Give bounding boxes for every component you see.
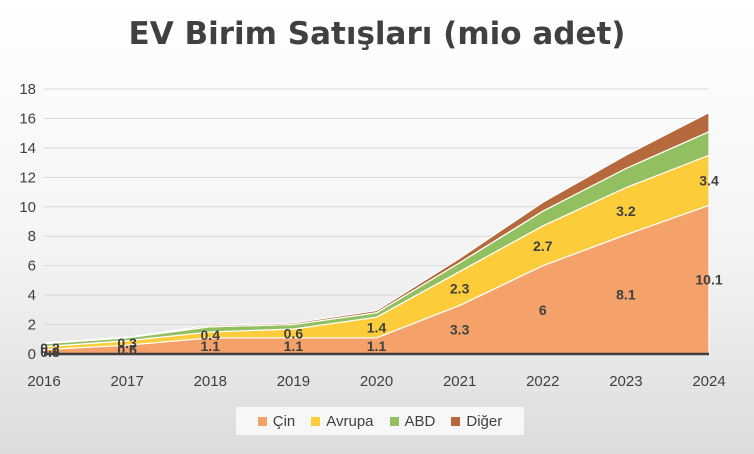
x-tick-label: 2016 [27, 373, 60, 390]
data-label: 0.4 [201, 327, 221, 343]
legend-item: ABD [389, 412, 436, 430]
data-label: 3.4 [699, 172, 719, 188]
legend-label: Diğer [466, 412, 503, 430]
chart-title: EV Birim Satışları (mio adet) [128, 16, 626, 52]
legend-item: Avrupa [311, 412, 374, 430]
data-label: 2.3 [450, 280, 470, 296]
y-tick-label: 4 [28, 287, 36, 304]
x-tick-label: 2020 [360, 373, 393, 390]
y-tick-label: 6 [28, 258, 36, 275]
legend: Çin Avrupa ABD Diğer [236, 407, 524, 435]
legend-label: Çin [272, 412, 296, 430]
data-label: 6 [539, 302, 547, 318]
data-label: 10.1 [695, 272, 722, 288]
y-tick-label: 14 [19, 140, 36, 157]
data-label: 3.3 [450, 322, 470, 338]
data-label: 1.1 [201, 338, 221, 354]
legend-swatch [389, 416, 399, 426]
legend-item: Çin [257, 412, 296, 430]
y-tick-label: 2 [28, 317, 36, 334]
legend-swatch [257, 416, 267, 426]
y-tick-label: 12 [19, 169, 36, 186]
data-label: 1.4 [367, 320, 387, 336]
data-label: 0.6 [117, 342, 137, 358]
data-label: 0.6 [284, 325, 304, 341]
data-label: 1.1 [284, 338, 304, 354]
area-di-er [43, 111, 710, 345]
data-label: 0.3 [117, 335, 137, 351]
x-tick-label: 2021 [443, 373, 476, 390]
legend-item: Diğer [451, 413, 502, 430]
legend-label: Avrupa [326, 412, 374, 430]
data-label: 8.1 [616, 286, 636, 302]
data-label: 0.3 [40, 344, 60, 360]
x-tick-label: 2022 [526, 373, 559, 390]
y-tick-label: 0 [28, 346, 36, 363]
legend-swatch [451, 416, 461, 426]
y-tick-label: 18 [19, 81, 36, 98]
data-label: 2.7 [533, 238, 553, 254]
data-label: 3.2 [616, 203, 636, 219]
x-tick-label: 2018 [194, 373, 227, 390]
x-tick-label: 2017 [110, 373, 143, 390]
legend-label: ABD [404, 412, 436, 430]
legend-swatch [311, 416, 321, 426]
y-tick-label: 8 [28, 228, 36, 245]
y-tick-label: 16 [19, 110, 36, 127]
data-label: 0.2 [40, 340, 60, 356]
y-tick-label: 10 [19, 199, 36, 216]
x-tick-label: 2019 [277, 373, 310, 390]
data-label: 1.1 [367, 338, 387, 354]
x-tick-label: 2023 [609, 373, 642, 390]
x-tick-label: 2024 [692, 373, 725, 390]
